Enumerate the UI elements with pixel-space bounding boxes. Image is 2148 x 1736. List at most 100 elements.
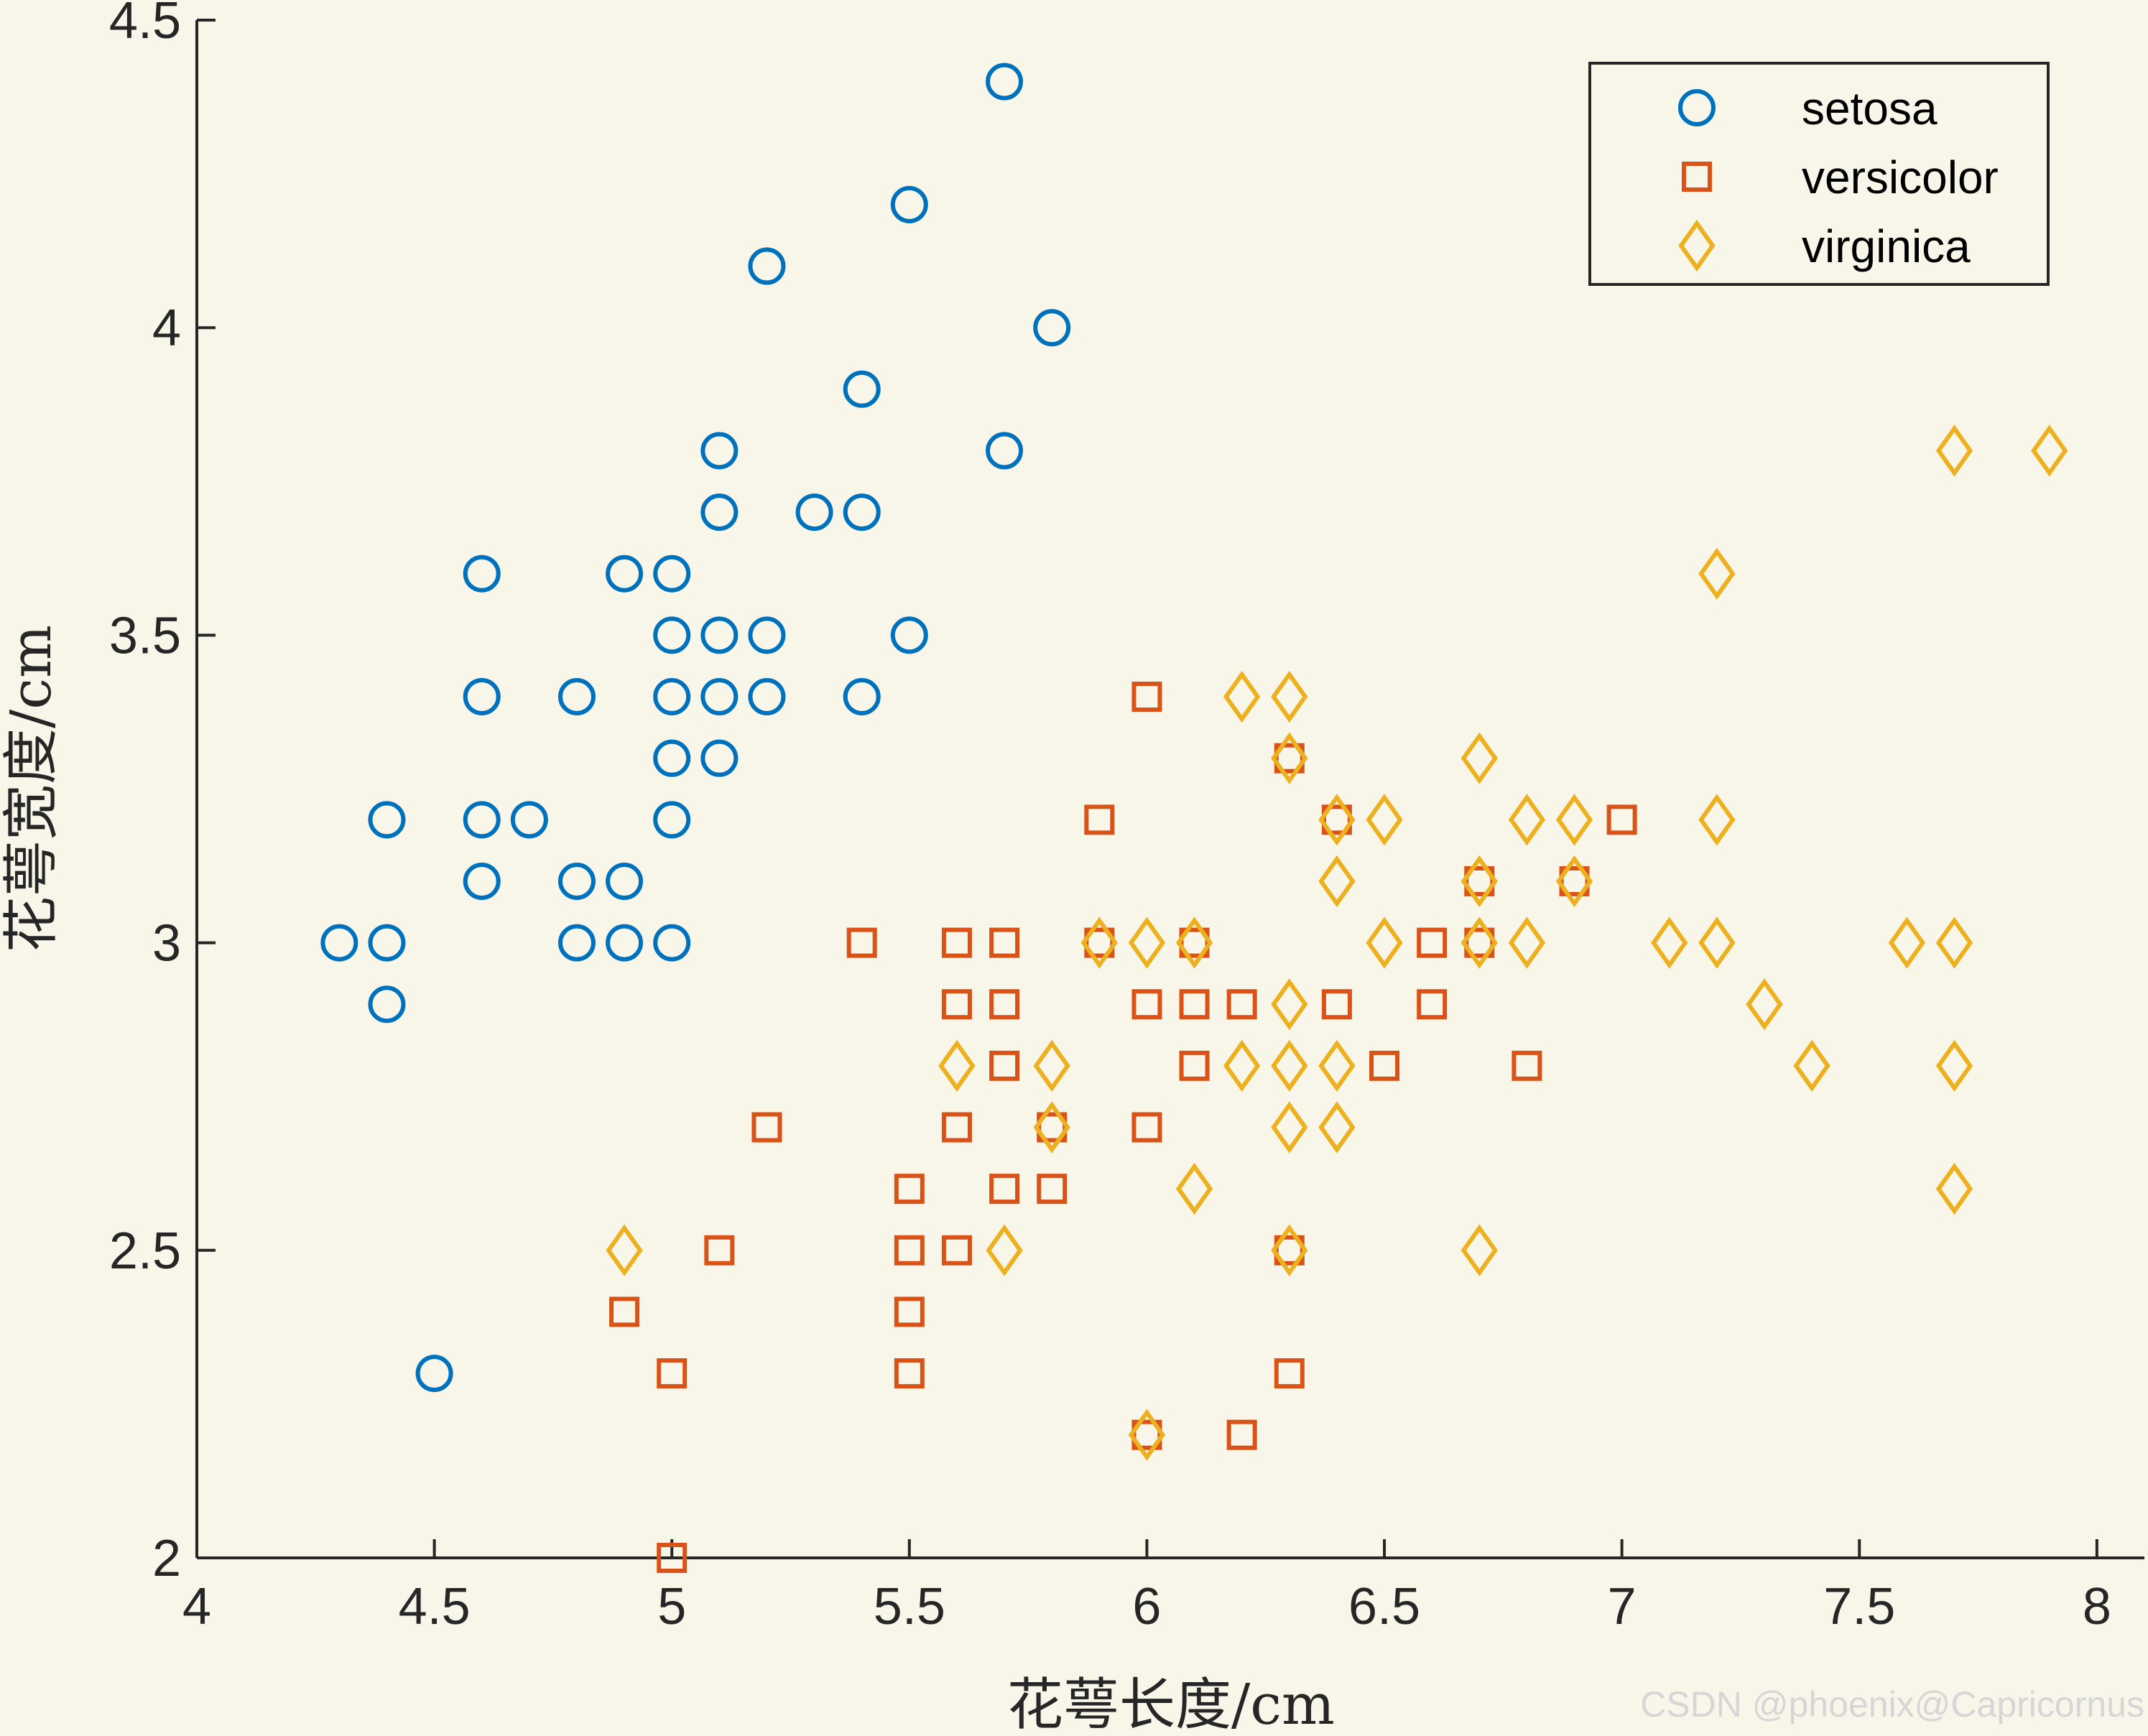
x-tick-label-8: 8: [2083, 1578, 2111, 1635]
virginica-point-13: [1271, 1101, 1308, 1154]
versicolor-point-22: [1131, 1419, 1162, 1450]
setosa-point-1: [368, 985, 406, 1024]
versicolor-point-42: [1559, 865, 1590, 896]
virginica-point-41: [1935, 916, 1973, 969]
setosa-point-22: [700, 739, 739, 777]
x-tick-label-3: 5.5: [874, 1578, 945, 1635]
virginica-point-19: [1318, 1039, 1356, 1092]
versicolor-point-34: [1321, 989, 1352, 1020]
virginica-point-1: [938, 1039, 976, 1092]
setosa-point-20: [653, 616, 691, 654]
virginica-point-14: [1271, 1039, 1308, 1092]
setosa-point-26: [700, 432, 739, 470]
legend-marker-virginica: [1678, 219, 1716, 272]
y-tick-label-4: 4: [152, 300, 181, 357]
versicolor-point-36: [1369, 1050, 1400, 1081]
y-tick-label-0: 2: [152, 1530, 181, 1587]
setosa-point-3: [368, 801, 406, 839]
legend-label-setosa: setosa: [1802, 83, 1938, 134]
versicolor-point-3: [704, 1235, 735, 1266]
virginica-point-11: [1223, 670, 1261, 723]
virginica-point-31: [1555, 794, 1593, 846]
y-tick-label-2: 3: [152, 915, 181, 973]
virginica-point-21: [1318, 794, 1356, 846]
setosa-point-28: [748, 616, 786, 654]
versicolor-point-25: [1131, 682, 1162, 712]
versicolor-point-32: [1274, 1235, 1305, 1266]
virginica-point-23: [1366, 794, 1403, 846]
versicolor-point-28: [1179, 927, 1210, 958]
versicolor-point-37: [1417, 989, 1448, 1020]
setosa-point-2: [368, 924, 406, 962]
virginica-point-34: [1698, 794, 1736, 846]
versicolor-point-27: [1179, 989, 1210, 1020]
virginica-point-37: [1793, 1039, 1830, 1092]
virginica-point-27: [1460, 732, 1498, 784]
setosa-point-32: [843, 493, 881, 532]
versicolor-point-11: [941, 1112, 972, 1143]
virginica-point-38: [1888, 916, 1926, 969]
x-tick-label-6: 7: [1608, 1578, 1637, 1635]
virginica-point-32: [1651, 916, 1688, 969]
virginica-point-9: [1175, 916, 1213, 969]
virginica-point-36: [1746, 978, 1783, 1031]
versicolor-point-29: [1226, 1419, 1257, 1450]
watermark: CSDN @phoenix@Capricornus: [1640, 1684, 2144, 1725]
setosa-point-38: [1033, 309, 1071, 347]
setosa-point-21: [653, 554, 691, 593]
virginica-point-35: [1698, 547, 1736, 600]
setosa-point-9: [510, 801, 548, 839]
x-tick-label-2: 5: [657, 1578, 686, 1635]
versicolor-point-40: [1464, 865, 1495, 896]
setosa-point-18: [653, 739, 691, 777]
virginica-point-26: [1460, 855, 1498, 908]
x-tick-label-0: 4: [182, 1578, 211, 1635]
virginica-point-6: [1128, 1408, 1166, 1461]
versicolor-point-0: [609, 1296, 640, 1327]
setosa-point-4: [415, 1355, 453, 1393]
versicolor-point-43: [1606, 804, 1637, 835]
y-tick-label-3: 3.5: [109, 607, 181, 664]
virginica-point-42: [1935, 424, 1973, 477]
setosa-point-16: [653, 924, 691, 962]
setosa-point-0: [320, 924, 358, 962]
setosa-point-37: [986, 62, 1024, 101]
versicolor-point-23: [1131, 1112, 1162, 1143]
virginica-point-16: [1271, 732, 1308, 784]
setosa-point-24: [700, 616, 739, 654]
x-tick-label-4: 6: [1132, 1578, 1161, 1635]
virginica-point-7: [1128, 916, 1166, 969]
legend-label-versicolor: versicolor: [1802, 152, 1999, 203]
versicolor-point-20: [1084, 927, 1115, 958]
versicolor-point-19: [1037, 1112, 1068, 1143]
setosa-point-27: [748, 678, 786, 716]
virginica-point-22: [1366, 916, 1403, 969]
virginica-point-33: [1698, 916, 1736, 969]
virginica-point-20: [1318, 855, 1356, 908]
setosa-point-10: [557, 924, 596, 962]
virginica-point-30: [1555, 855, 1593, 908]
versicolor-point-24: [1131, 989, 1162, 1020]
setosa-point-25: [700, 493, 739, 532]
setosa-point-31: [843, 678, 881, 716]
setosa-point-34: [890, 616, 928, 654]
virginica-point-10: [1223, 1039, 1261, 1092]
versicolor-point-4: [751, 1112, 782, 1143]
legend: setosa versicolor virginica: [1588, 62, 2050, 286]
virginica-point-28: [1508, 916, 1546, 969]
versicolor-point-13: [941, 927, 972, 958]
versicolor-point-7: [894, 1296, 925, 1327]
setosa-point-36: [986, 432, 1024, 470]
virginica-point-43: [2031, 424, 2068, 477]
setosa-point-6: [463, 801, 501, 839]
versicolor-point-2: [657, 1358, 688, 1389]
virginica-point-4: [1033, 1039, 1070, 1092]
versicolor-point-9: [894, 1174, 925, 1204]
versicolor-point-17: [989, 927, 1020, 958]
versicolor-point-38: [1417, 927, 1448, 958]
legend-marker-setosa: [1678, 89, 1716, 126]
versicolor-point-30: [1226, 989, 1257, 1020]
x-tick-label-5: 6.5: [1348, 1578, 1420, 1635]
virginica-point-25: [1460, 916, 1498, 969]
